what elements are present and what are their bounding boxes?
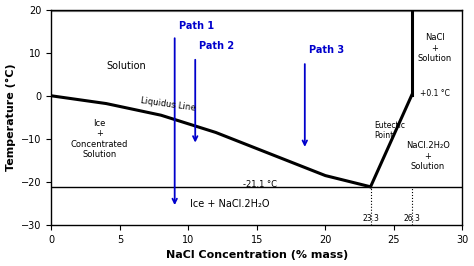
Y-axis label: Temperature (°C): Temperature (°C) bbox=[6, 64, 16, 171]
Text: Solution: Solution bbox=[107, 61, 146, 70]
Text: 23.3: 23.3 bbox=[362, 214, 379, 223]
Text: Ice
+
Concentrated
Solution: Ice + Concentrated Solution bbox=[71, 119, 128, 159]
Text: Path 2: Path 2 bbox=[200, 40, 235, 51]
Text: NaCl
+
Solution: NaCl + Solution bbox=[418, 34, 452, 63]
Text: Ice + NaCl.2H₂O: Ice + NaCl.2H₂O bbox=[190, 199, 269, 209]
Text: +0.1 °C: +0.1 °C bbox=[420, 89, 450, 98]
Text: Path 1: Path 1 bbox=[179, 21, 214, 31]
Text: -21.1 °C: -21.1 °C bbox=[243, 180, 277, 189]
Text: 26.3: 26.3 bbox=[403, 214, 420, 223]
Text: Liquidus Line: Liquidus Line bbox=[140, 96, 196, 113]
Text: Path 3: Path 3 bbox=[309, 45, 344, 55]
X-axis label: NaCl Concentration (% mass): NaCl Concentration (% mass) bbox=[166, 251, 348, 260]
Text: Eutectic
Point: Eutectic Point bbox=[374, 120, 406, 140]
Text: NaCl.2H₂O
+
Solution: NaCl.2H₂O + Solution bbox=[406, 141, 450, 171]
